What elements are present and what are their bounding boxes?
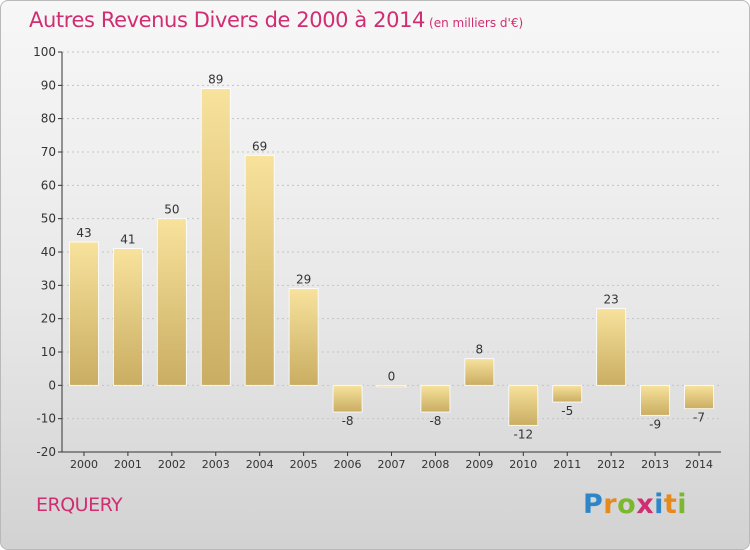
x-tick-label-2001: 2001 <box>114 458 142 471</box>
bar-2011 <box>552 384 583 403</box>
y-tick-label: -20 <box>36 445 56 459</box>
bar-2013 <box>640 384 670 416</box>
x-tick-label-2009: 2009 <box>465 458 493 471</box>
value-label-2013: -9 <box>649 417 661 431</box>
y-tick-label: 90 <box>41 78 56 92</box>
value-label-2007: 0 <box>388 369 396 383</box>
bar-2010 <box>508 384 539 426</box>
y-tick-label: 80 <box>41 112 56 126</box>
bars <box>69 88 714 426</box>
bar-2012 <box>596 308 627 386</box>
y-tick-label: 70 <box>41 145 56 159</box>
proxiti-logo[interactable]: Proxiti <box>583 489 687 520</box>
bar-2001 <box>113 248 143 386</box>
value-label-2012: 23 <box>604 293 619 307</box>
bar-2000 <box>69 241 99 386</box>
value-label-2003: 89 <box>208 73 223 87</box>
x-tick-label-2003: 2003 <box>202 458 230 471</box>
x-tick-label-2006: 2006 <box>334 458 362 471</box>
bar-2007 <box>376 384 407 388</box>
value-label-2010: -12 <box>513 427 533 441</box>
commune-name: ERQUERY <box>36 494 123 516</box>
x-tick-label-2000: 2000 <box>70 458 98 471</box>
x-tick-label-2011: 2011 <box>553 458 581 471</box>
bar-2009 <box>464 358 495 386</box>
x-tick-label-2005: 2005 <box>290 458 318 471</box>
chart-title-text: Autres Revenus Divers de 2000 à 2014 <box>29 8 426 32</box>
value-label-2014: -7 <box>693 411 705 425</box>
x-tick-label-2014: 2014 <box>685 458 713 471</box>
y-tick-label: 100 <box>33 45 56 59</box>
y-tick-label: -10 <box>36 412 56 426</box>
logo-letter: o <box>617 489 637 520</box>
y-tick-label: 50 <box>41 212 56 226</box>
y-tick-label: 0 <box>48 378 56 392</box>
logo-letter: t <box>663 489 678 520</box>
x-tick-label-2013: 2013 <box>641 458 669 471</box>
value-label-2008: -8 <box>429 414 441 428</box>
x-tick-label-2007: 2007 <box>378 458 406 471</box>
y-tick-label: 10 <box>41 345 56 359</box>
x-tick-label-2002: 2002 <box>158 458 186 471</box>
logo-letter: r <box>603 489 618 520</box>
x-tick-label-2008: 2008 <box>421 458 449 471</box>
value-label-2002: 50 <box>164 203 179 217</box>
x-tick-label-2010: 2010 <box>509 458 537 471</box>
labels: -20-100102030405060708090100432000412001… <box>33 45 713 471</box>
value-label-2000: 43 <box>76 226 91 240</box>
logo-letter: P <box>583 489 604 520</box>
bar-2014 <box>684 384 714 410</box>
bar-2006 <box>332 384 363 413</box>
value-label-2004: 69 <box>252 139 267 153</box>
bar-2004 <box>244 154 275 386</box>
logo-letter: x <box>636 489 655 520</box>
logo-letter: i <box>654 489 664 520</box>
bar-2002 <box>156 218 187 386</box>
value-label-2006: -8 <box>342 414 354 428</box>
value-label-2009: 8 <box>476 343 484 357</box>
value-label-2011: -5 <box>561 404 573 418</box>
chart-title: Autres Revenus Divers de 2000 à 2014 (en … <box>29 8 523 32</box>
y-tick-label: 20 <box>41 312 56 326</box>
y-tick-label: 30 <box>41 278 56 292</box>
chart-unit: (en milliers d'€) <box>429 16 524 30</box>
logo-letter: i <box>677 489 688 520</box>
bar-2005 <box>288 288 319 386</box>
value-label-2001: 41 <box>120 233 135 247</box>
bar-2003 <box>200 88 231 386</box>
y-tick-label: 40 <box>41 245 56 259</box>
bar-2008 <box>420 384 451 413</box>
value-label-2005: 29 <box>296 273 311 287</box>
x-tick-label-2012: 2012 <box>597 458 625 471</box>
axes <box>58 51 721 456</box>
y-tick-label: 60 <box>41 178 56 192</box>
x-tick-label-2004: 2004 <box>246 458 274 471</box>
